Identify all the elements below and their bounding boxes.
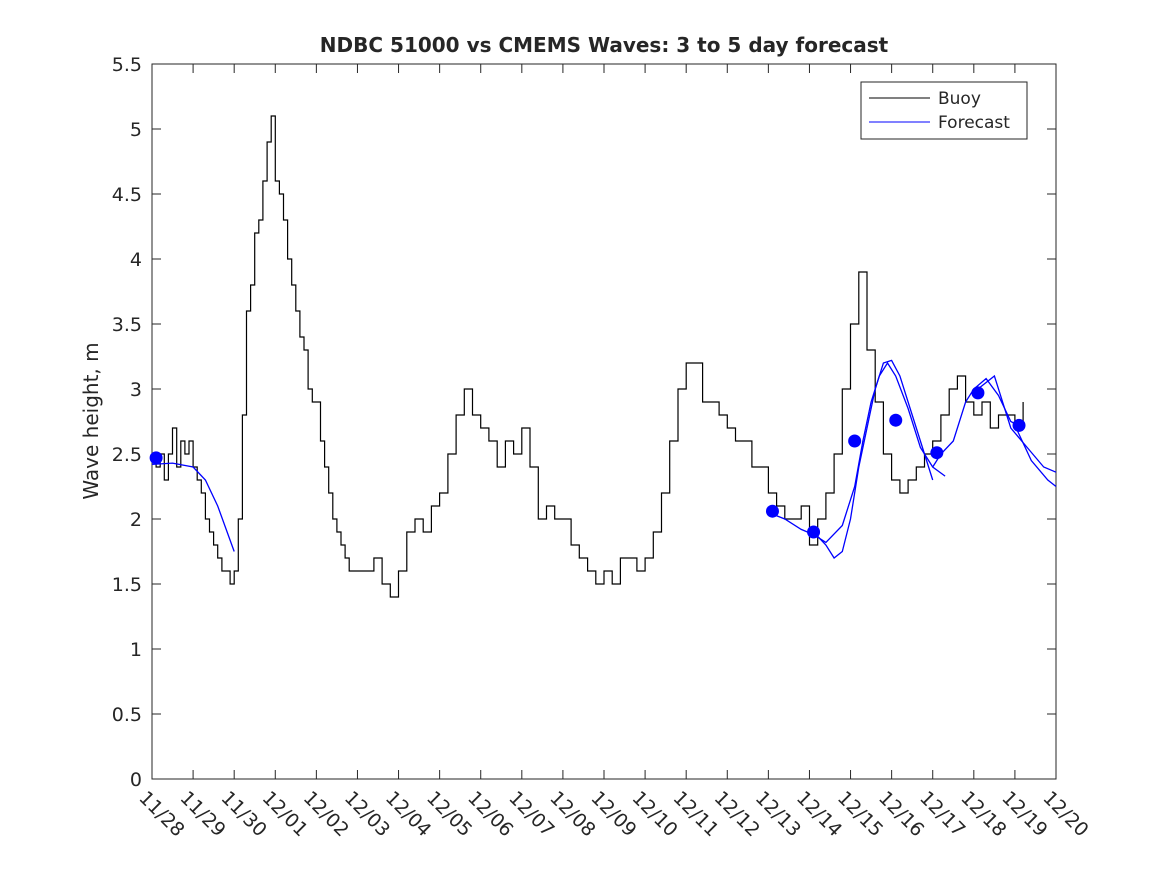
x-tick-label: 11/29 <box>176 787 230 841</box>
x-tick-label: 12/07 <box>504 787 558 841</box>
legend: Buoy Forecast <box>860 81 1028 140</box>
plot-frame <box>151 63 1057 780</box>
legend-box <box>860 81 1028 140</box>
x-tick-label: 12/12 <box>710 787 764 841</box>
forecast-marker <box>765 504 779 518</box>
x-tick-label: 12/19 <box>997 787 1051 841</box>
x-tick-label: 12/08 <box>545 787 599 841</box>
x-tick-label: 12/04 <box>381 787 435 841</box>
y-tick-label: 5 <box>130 119 142 141</box>
y-tick-label: 4.5 <box>112 184 142 206</box>
x-tick-label: 11/30 <box>217 787 271 841</box>
x-tick-label: 12/15 <box>833 787 887 841</box>
y-tick-label: 5.5 <box>112 54 142 76</box>
legend-buoy-label: Buoy <box>938 89 981 109</box>
forecast-marker <box>848 434 862 448</box>
x-tick-label: 12/14 <box>792 787 846 841</box>
x-tick-label: 12/13 <box>751 787 805 841</box>
forecast-marker <box>149 451 163 465</box>
y-tick-label: 4 <box>130 249 142 271</box>
x-tick-label: 12/11 <box>669 787 723 841</box>
x-tick-label: 12/02 <box>299 787 353 841</box>
x-tick-label: 12/03 <box>340 787 394 841</box>
y-axis-label: Wave height, m <box>79 342 103 499</box>
forecast-marker <box>930 446 944 460</box>
y-tick-label: 1.5 <box>112 574 142 596</box>
y-tick-label: 3 <box>130 379 142 401</box>
y-tick-label: 2 <box>130 509 142 531</box>
x-tick-label: 12/06 <box>463 787 517 841</box>
axes-box <box>151 63 1057 780</box>
x-tick-label: 12/18 <box>956 787 1010 841</box>
y-tick-label: 3.5 <box>112 314 142 336</box>
forecast-line <box>151 462 235 552</box>
forecast-marker <box>1012 418 1026 432</box>
y-tick-label: 0 <box>130 769 142 791</box>
forecast-line <box>1014 425 1057 488</box>
x-tick-label: 12/16 <box>874 787 928 841</box>
x-tick-label: 12/10 <box>628 787 682 841</box>
forecast-line <box>768 361 946 544</box>
x-tick-label: 12/20 <box>1038 787 1092 841</box>
forecast-line <box>813 359 934 559</box>
forecast-line <box>977 374 1057 473</box>
x-tick-label: 12/01 <box>258 787 312 841</box>
buoy-line <box>152 115 1024 598</box>
y-axis-ticks: 0 0.5 1 1.5 2 2.5 3 3.5 4 4.5 5 5.5 <box>112 54 1056 791</box>
x-tick-label: 12/05 <box>422 787 476 841</box>
chart-title: NDBC 51000 vs CMEMS Waves: 3 to 5 day fo… <box>320 33 889 57</box>
y-tick-label: 2.5 <box>112 444 142 466</box>
x-tick-label: 11/28 <box>134 787 188 841</box>
legend-forecast-label: Forecast <box>938 113 1010 133</box>
x-tick-label: 12/09 <box>586 787 640 841</box>
x-tick-label: 12/17 <box>915 787 969 841</box>
y-tick-label: 1 <box>130 639 142 661</box>
series-layer <box>149 115 1057 598</box>
forecast-marker <box>971 386 985 400</box>
forecast-marker <box>807 525 821 539</box>
y-tick-label: 0.5 <box>112 704 142 726</box>
forecast-marker <box>889 413 903 427</box>
